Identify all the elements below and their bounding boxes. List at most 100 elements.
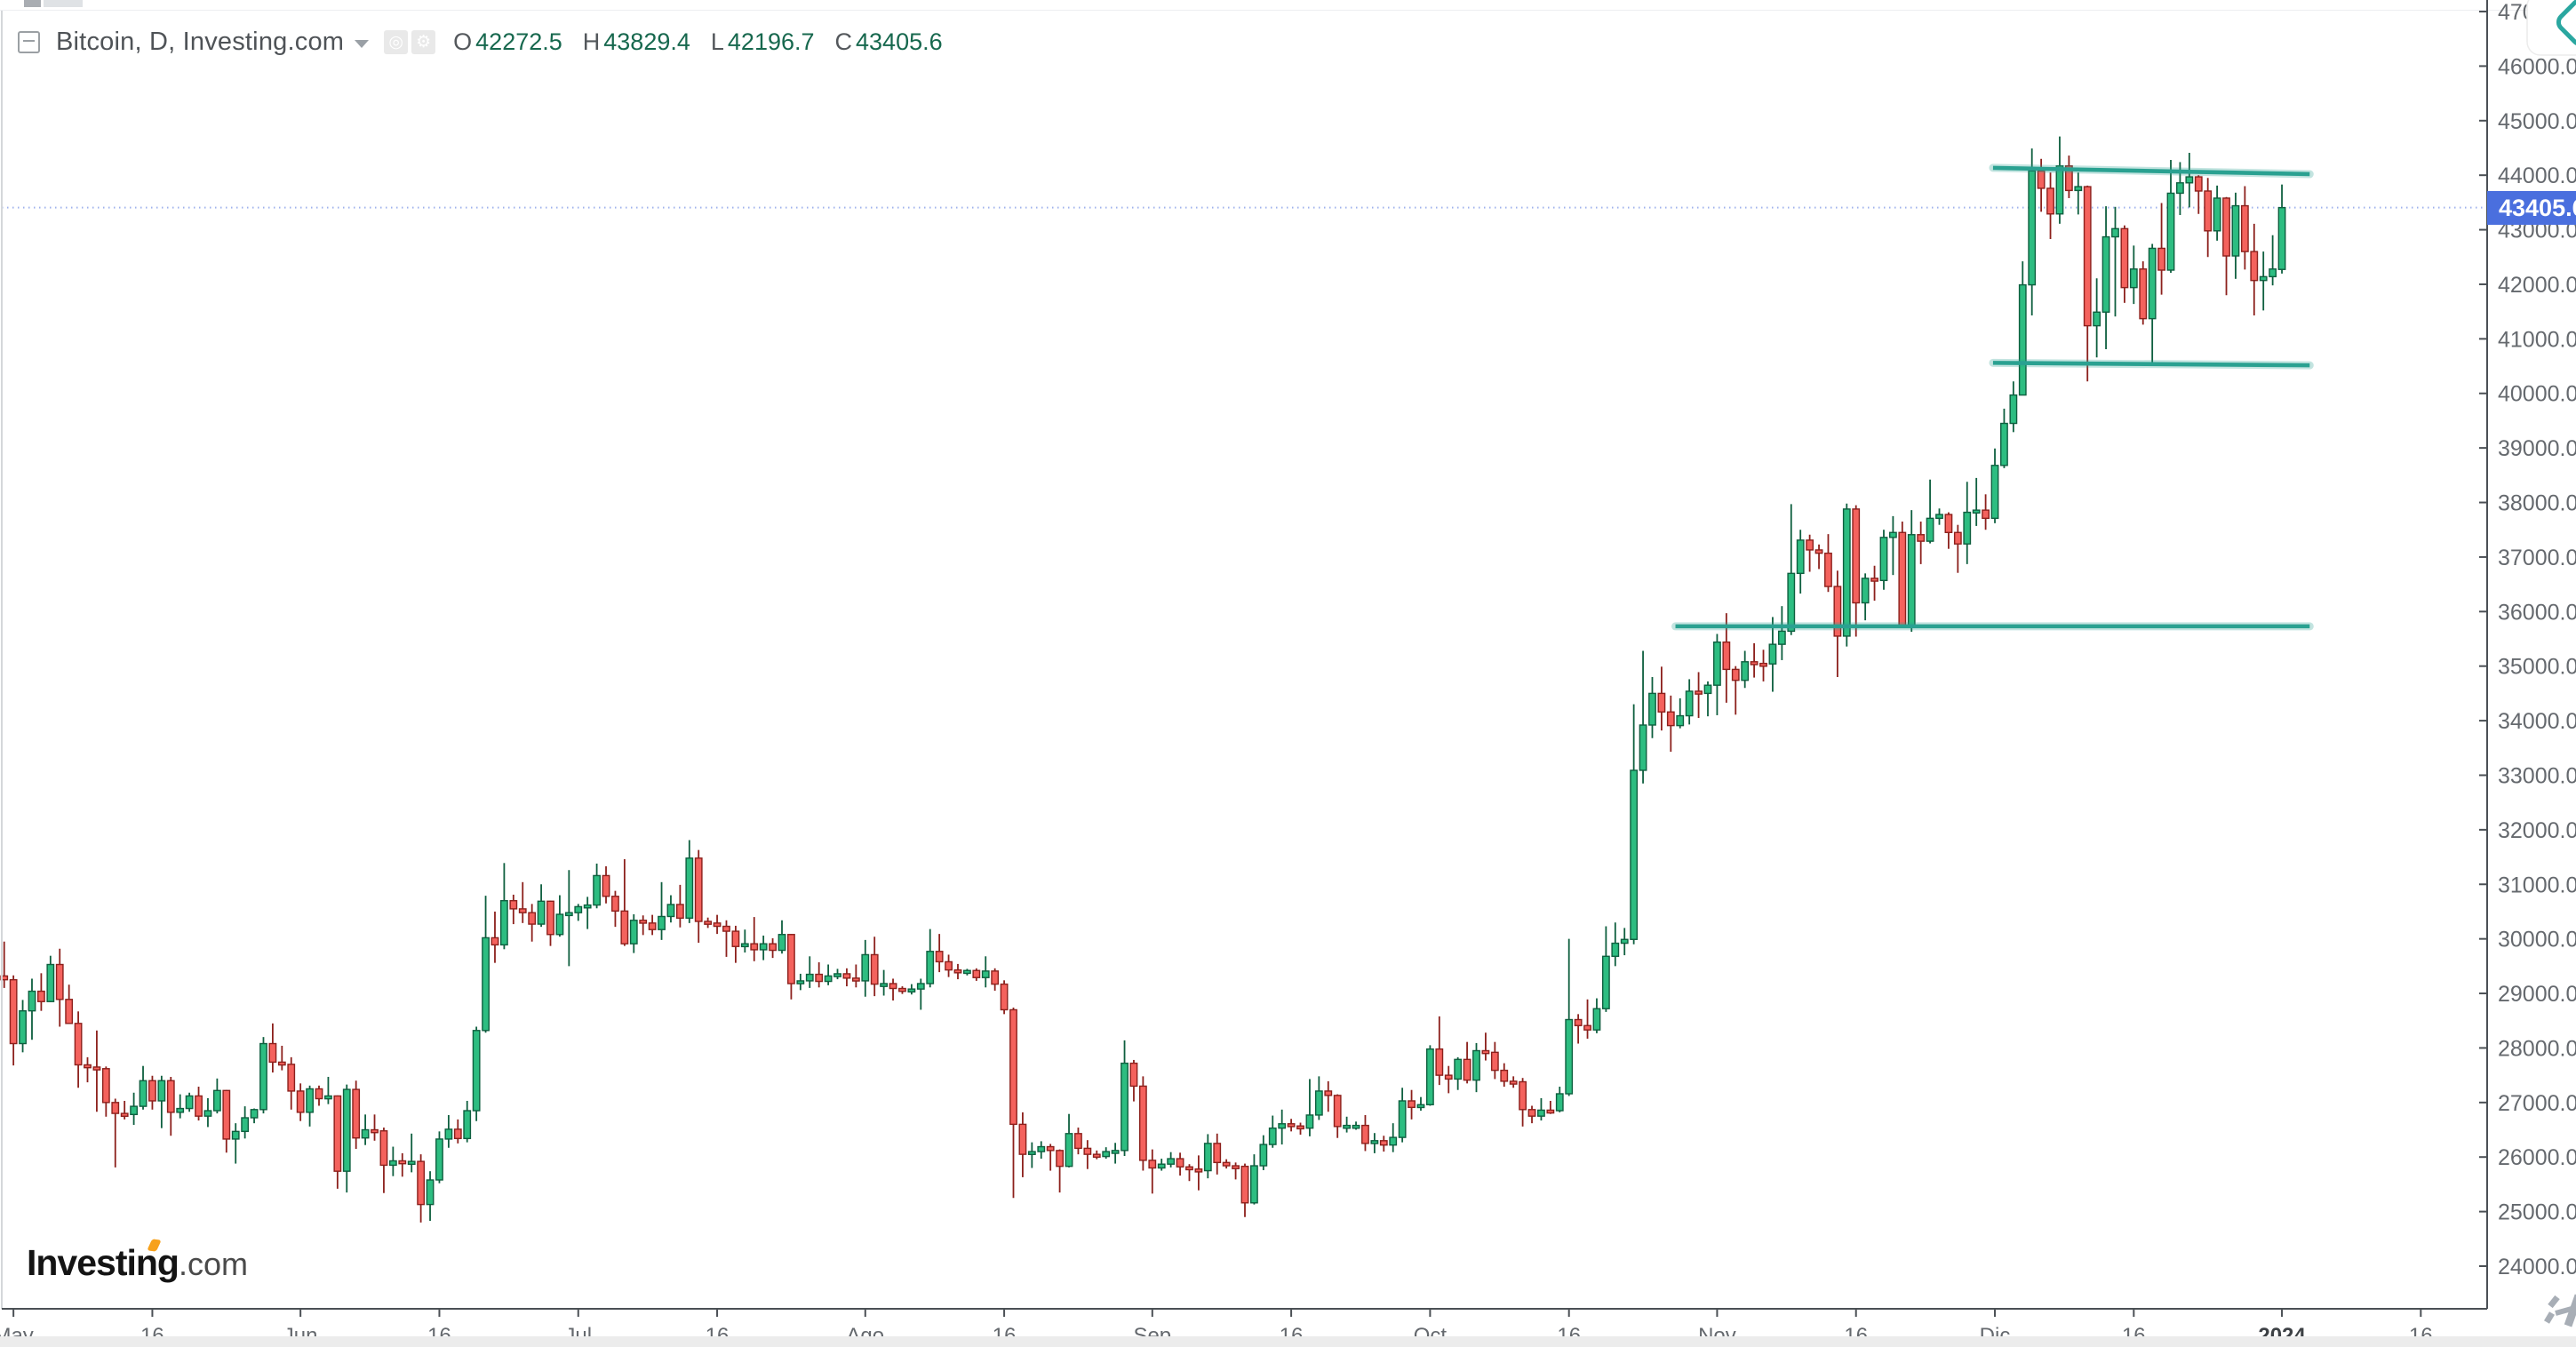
candle-body <box>1963 511 1972 545</box>
candle-body <box>1111 1150 1120 1154</box>
candle-body <box>1842 508 1851 637</box>
candle-body <box>130 1105 138 1116</box>
candle-body <box>583 904 592 909</box>
candle-body <box>945 960 953 971</box>
bottom-scroll-strip[interactable] <box>0 1336 2576 1347</box>
eye-icon-button[interactable]: ◎ <box>384 29 409 54</box>
candle-body <box>84 1064 92 1069</box>
candle-body <box>1898 531 1907 626</box>
candle-body <box>1982 509 1990 520</box>
candle-body <box>166 1080 175 1113</box>
candle-body <box>1454 1058 1463 1080</box>
candle-body <box>722 925 730 932</box>
candle-body <box>1435 1048 1444 1076</box>
trendline[interactable] <box>1992 361 2310 368</box>
candle-body <box>1416 1104 1425 1109</box>
candle-body <box>953 968 962 974</box>
candle-body <box>528 912 537 925</box>
candle-body <box>1527 1109 1536 1117</box>
candle-body <box>1092 1153 1101 1159</box>
candle-body <box>2101 235 2110 313</box>
candle-body <box>1565 1018 1574 1095</box>
y-tick-label: 33000.0 <box>2498 763 2576 788</box>
candle-body <box>1888 531 1897 538</box>
candle-body <box>1232 1165 1240 1169</box>
gear-icon-button[interactable]: ⚙ <box>411 29 436 54</box>
candle-body <box>444 1128 453 1140</box>
low-value: 42196.7 <box>727 28 815 55</box>
candle-body <box>1408 1100 1416 1109</box>
candle-body <box>880 983 889 987</box>
candle-body <box>1037 1145 1046 1152</box>
candle-body <box>1083 1147 1092 1155</box>
candle-body <box>1759 662 1767 667</box>
candle-body <box>2111 227 2119 238</box>
candle-body <box>1917 534 1926 542</box>
candle-body <box>787 934 795 984</box>
candle-body <box>65 999 74 1024</box>
candle-body <box>1648 692 1656 726</box>
candle-body <box>1685 690 1694 717</box>
candle-body <box>1102 1151 1111 1158</box>
candle-body <box>796 980 805 984</box>
candle-body <box>315 1088 323 1100</box>
candle-body <box>1009 1008 1017 1126</box>
candle-body <box>1870 578 1878 582</box>
candle-body <box>889 983 897 990</box>
candle-body <box>1630 769 1639 940</box>
candle-body <box>593 874 602 906</box>
candle-body <box>306 1088 314 1113</box>
candle-body <box>685 857 694 920</box>
candle-body <box>509 899 518 910</box>
y-tick-label: 40000.0 <box>2498 382 2576 407</box>
candle-body <box>111 1102 120 1114</box>
candle-body <box>1213 1143 1222 1164</box>
candle-body <box>1463 1058 1471 1081</box>
browser-fragment <box>24 0 41 7</box>
candle-body <box>1806 539 1814 551</box>
collapse-icon[interactable] <box>18 30 40 53</box>
candle-body <box>750 943 759 951</box>
candle-body <box>92 1066 101 1071</box>
chevron-down-icon[interactable] <box>355 39 370 48</box>
candle-body <box>2000 422 2008 466</box>
candle-body <box>1833 586 1842 637</box>
candle-body <box>1250 1165 1258 1204</box>
candle-body <box>1695 690 1703 695</box>
candle-body <box>1926 517 1934 542</box>
symbol-title[interactable]: Bitcoin, D, Investing.com <box>56 27 345 56</box>
candle-body <box>1703 684 1712 695</box>
y-tick-label: 32000.0 <box>2498 818 2576 843</box>
candle-body <box>463 1110 472 1140</box>
trendline[interactable] <box>1992 165 2310 177</box>
candle-body <box>620 910 629 944</box>
candle-body <box>1666 711 1675 727</box>
open-label: O <box>453 28 473 55</box>
candle-body <box>1000 983 1009 1011</box>
current-price-tag: 43405.6 <box>2487 190 2576 225</box>
candle-body <box>1056 1150 1065 1168</box>
candle-body <box>1148 1160 1157 1169</box>
candle-body <box>658 915 666 930</box>
eye-icon: ◎ <box>388 32 403 52</box>
candle-body <box>2166 192 2175 271</box>
candle-body <box>1953 531 1962 545</box>
candle-body <box>1907 534 1916 626</box>
candle-body <box>1574 1018 1583 1026</box>
y-tick-label: 27000.0 <box>2498 1091 2576 1116</box>
candle-body <box>555 913 564 936</box>
candle-body <box>898 987 906 992</box>
candle-body <box>1879 537 1888 582</box>
candle-body <box>1129 1062 1138 1088</box>
candle-body <box>991 970 1000 985</box>
candle-body <box>1138 1085 1147 1161</box>
y-tick-label: 30000.0 <box>2498 928 2576 952</box>
candle-body <box>648 922 657 930</box>
candle-body <box>1018 1123 1027 1155</box>
y-tick-label: 36000.0 <box>2498 600 2576 625</box>
candle-body <box>203 1110 212 1117</box>
candle-body <box>2240 204 2249 252</box>
y-tick-label: 26000.0 <box>2498 1145 2576 1170</box>
